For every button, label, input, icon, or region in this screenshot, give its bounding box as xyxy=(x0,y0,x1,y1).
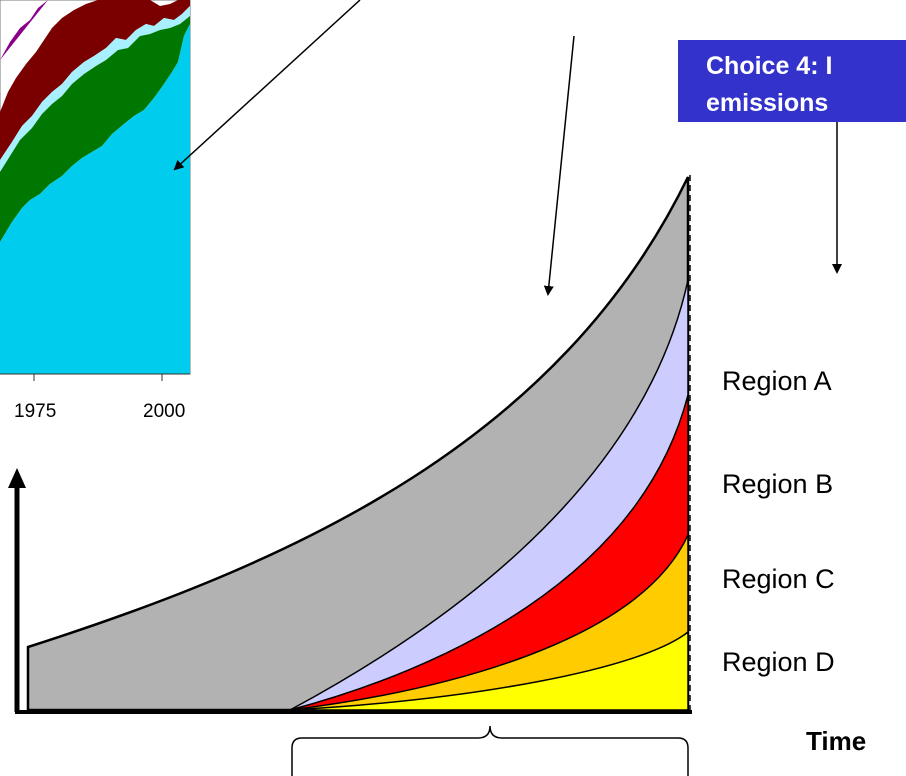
future-period-brace xyxy=(291,725,689,776)
inset-tick-label-1975: 1975 xyxy=(14,401,57,422)
arrow-to-inset-chart xyxy=(173,0,361,171)
inset-light-blue-band xyxy=(0,24,190,374)
region-d-label: Region D xyxy=(722,647,835,677)
inset-tick-label-2000: 2000 xyxy=(143,401,186,422)
region-c-area xyxy=(289,534,689,711)
choice-box-line1: Choice 4: I xyxy=(706,52,833,80)
choice-4-box: Choice 4: I emissions xyxy=(678,40,906,122)
time-axis-label: Time xyxy=(806,726,867,756)
inset-cyan-thin-band xyxy=(0,6,190,172)
region-b-label: Region B xyxy=(722,469,834,499)
region-d-area xyxy=(289,630,689,711)
main-y-axis-arrowhead xyxy=(8,468,26,488)
arrow-to-future-emissions xyxy=(543,35,575,296)
inset-dark-red-band xyxy=(0,0,190,160)
region-a-label: Region A xyxy=(722,366,832,396)
stacked-emissions-areas xyxy=(26,175,691,712)
region-c-label: Region C xyxy=(722,564,835,594)
inset-historical-chart xyxy=(0,0,191,381)
choice-box-line2: emissions xyxy=(706,89,829,117)
inset-green-band xyxy=(0,16,190,242)
